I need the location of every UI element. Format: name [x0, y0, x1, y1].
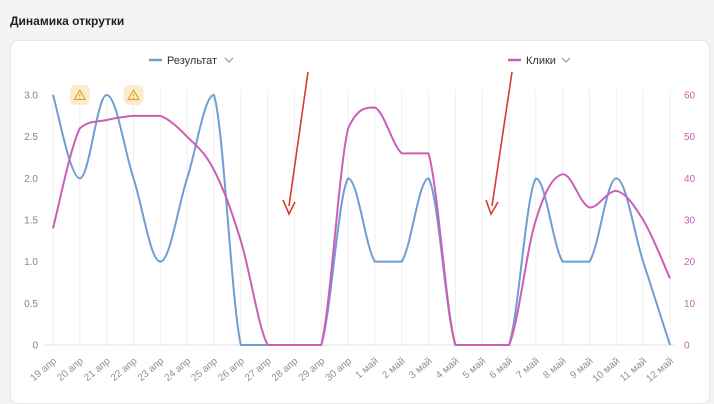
- x-tick-label: 23 апр: [136, 356, 167, 384]
- x-tick-label: 6 май: [488, 356, 515, 381]
- grid: [45, 90, 674, 346]
- x-tick-label: 21 апр: [82, 356, 113, 384]
- x-tick-label: 30 апр: [324, 356, 355, 384]
- y-right-tick-label: 50: [684, 132, 696, 143]
- y-axis-right-ticks: 0 10 20 30 40 50 60: [684, 91, 696, 352]
- warning-triangle-icon[interactable]: [123, 85, 144, 105]
- legend-item-result[interactable]: Результат: [149, 55, 234, 67]
- x-tick-label: 26 апр: [216, 356, 247, 384]
- warning-markers: [69, 85, 144, 105]
- x-tick-label: 2 май: [380, 356, 407, 381]
- y-right-tick-label: 20: [684, 257, 696, 268]
- y-right-tick-label: 0: [684, 341, 690, 352]
- x-tick-label: 1 май: [354, 356, 381, 381]
- x-tick-label: 25 апр: [189, 356, 220, 384]
- page-title: Динамика открутки: [10, 14, 125, 28]
- x-tick-label: 28 апр: [270, 356, 301, 384]
- x-tick-label: 3 май: [407, 356, 434, 381]
- x-tick-label: 4 май: [434, 356, 461, 381]
- x-tick-label: 22 апр: [109, 356, 140, 384]
- series-line-clicks: [52, 106, 671, 346]
- x-tick-label: 27 апр: [243, 356, 274, 384]
- legend-label-clicks: Клики: [526, 55, 556, 67]
- chevron-down-icon[interactable]: [561, 57, 571, 63]
- x-tick-label: 10 май: [591, 356, 623, 385]
- y-left-tick-label: 0.5: [24, 299, 38, 310]
- x-tick-label: 7 май: [515, 356, 542, 381]
- annotation-arrow-right: [485, 71, 513, 216]
- chevron-down-icon[interactable]: [224, 57, 234, 63]
- y-left-tick-label: 2.5: [24, 132, 38, 143]
- y-right-tick-label: 30: [684, 216, 696, 227]
- y-left-tick-label: 1.5: [24, 216, 38, 227]
- x-tick-label: 29 апр: [297, 356, 328, 384]
- legend-label-result: Результат: [167, 55, 217, 67]
- y-right-tick-label: 60: [684, 91, 696, 102]
- series-lines: [52, 94, 671, 346]
- y-left-tick-label: 0: [32, 341, 38, 352]
- x-tick-label: 19 апр: [29, 356, 60, 384]
- y-right-tick-label: 10: [684, 299, 696, 310]
- y-right-tick-label: 40: [684, 174, 696, 185]
- x-tick-label: 24 апр: [163, 356, 194, 384]
- x-tick-label: 5 май: [461, 356, 488, 381]
- y-left-tick-label: 1.0: [24, 257, 38, 268]
- y-left-tick-label: 2.0: [24, 174, 38, 185]
- x-tick-label: 8 май: [541, 356, 568, 381]
- warning-triangle-icon[interactable]: [69, 85, 90, 105]
- annotation-arrow-left: [282, 71, 309, 216]
- y-axis-left-ticks: 0 0.5 1.0 1.5 2.0 2.5 3.0: [24, 91, 38, 352]
- y-left-tick-label: 3.0: [24, 91, 38, 102]
- x-tick-label: 11 май: [618, 356, 649, 384]
- x-tick-label: 20 апр: [55, 356, 86, 384]
- x-tick-label: 12 май: [644, 356, 676, 385]
- series-line-result: [52, 94, 671, 346]
- legend-item-clicks[interactable]: Клики: [508, 55, 571, 67]
